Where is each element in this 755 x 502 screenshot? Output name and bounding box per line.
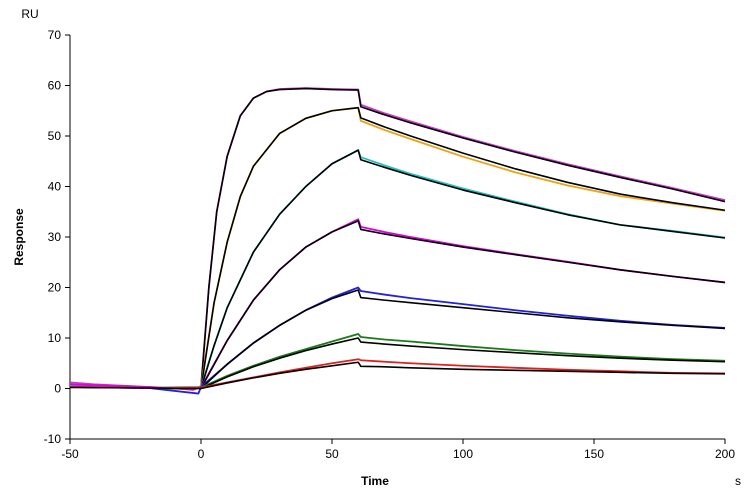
x-ticks: -50 0 50 100 150 200 — [61, 439, 735, 461]
y-tick-label: 30 — [48, 230, 62, 244]
x-tick-label: 100 — [453, 447, 473, 461]
series-line-5 — [200, 149, 726, 389]
y-tick-label: -10 — [44, 432, 62, 446]
y-tick-label: 60 — [48, 79, 62, 93]
y-ticks: -10 0 10 20 30 40 50 60 70 — [44, 28, 70, 446]
x-unit-label: s — [735, 474, 741, 488]
series-line-14 — [69, 386, 201, 390]
series-line-4 — [69, 149, 726, 389]
x-axis-title: Time — [361, 474, 389, 488]
series-line-13 — [200, 361, 726, 390]
series-line-11 — [200, 337, 726, 390]
x-tick-label: -50 — [61, 447, 79, 461]
axes: -10 0 10 20 30 40 50 60 70 -50 0 50 100 150 200 — [44, 28, 736, 461]
x-tick-label: 0 — [198, 447, 205, 461]
y-tick-label: 20 — [48, 281, 62, 295]
y-tick-label: 50 — [48, 129, 62, 143]
series-line-7 — [200, 220, 726, 389]
y-unit-label: RU — [21, 7, 38, 21]
x-tick-label: 50 — [325, 447, 339, 461]
y-tick-label: 40 — [48, 180, 62, 194]
series-group — [69, 87, 726, 395]
y-tick-label: 0 — [54, 382, 61, 396]
y-tick-label: 70 — [48, 28, 62, 42]
series-line-2 — [69, 106, 726, 391]
y-tick-label: 10 — [48, 331, 62, 345]
series-line-12 — [69, 358, 726, 389]
series-line-9 — [200, 289, 726, 390]
x-tick-label: 200 — [715, 447, 735, 461]
y-axis-title: Response — [12, 208, 26, 266]
series-line-10 — [69, 333, 726, 389]
series-line-3 — [200, 106, 726, 389]
x-tick-label: 150 — [584, 447, 604, 461]
series-line-1 — [200, 87, 726, 389]
series-line-6 — [69, 218, 726, 391]
